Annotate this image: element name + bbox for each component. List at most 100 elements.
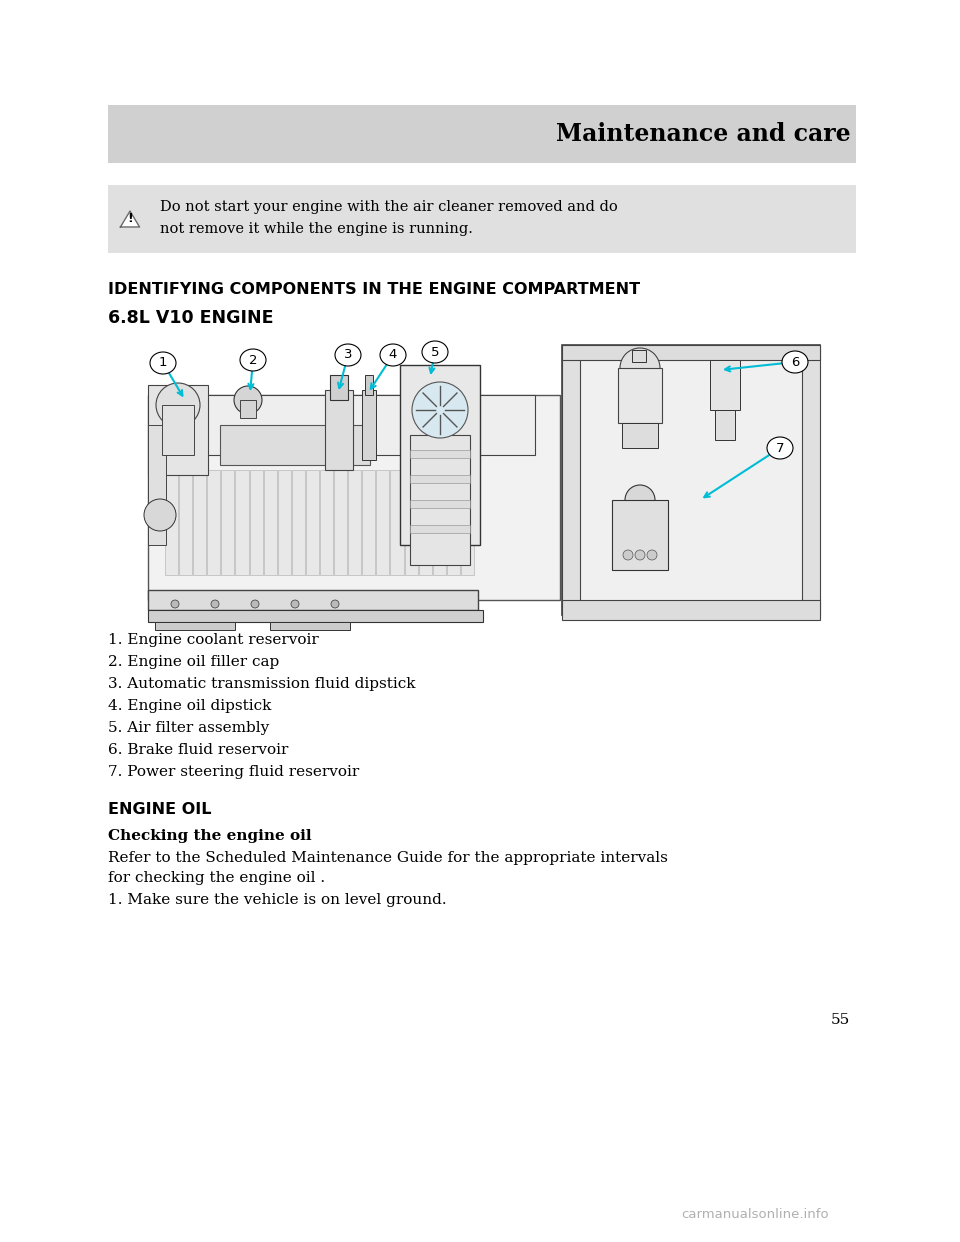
Bar: [306, 469, 319, 575]
Text: !: !: [127, 212, 132, 226]
Bar: [292, 469, 305, 575]
Circle shape: [211, 600, 219, 609]
Text: 7: 7: [776, 441, 784, 455]
Bar: [148, 395, 560, 600]
Bar: [108, 185, 856, 253]
Text: 1. Engine coolant reservoir: 1. Engine coolant reservoir: [108, 633, 319, 647]
Bar: [334, 469, 348, 575]
Bar: [222, 469, 234, 575]
Circle shape: [331, 600, 339, 609]
Ellipse shape: [380, 344, 406, 366]
Bar: [365, 375, 373, 395]
Text: ENGINE OIL: ENGINE OIL: [108, 802, 211, 817]
Bar: [410, 525, 470, 533]
Bar: [207, 469, 221, 575]
Bar: [612, 501, 668, 570]
Text: 3: 3: [344, 349, 352, 361]
Text: 3. Automatic transmission fluid dipstick: 3. Automatic transmission fluid dipstick: [108, 677, 416, 691]
Bar: [410, 474, 470, 483]
Circle shape: [620, 348, 660, 388]
Bar: [715, 410, 735, 440]
Bar: [391, 469, 403, 575]
Bar: [270, 622, 350, 630]
Bar: [362, 390, 376, 460]
Bar: [148, 385, 208, 474]
Bar: [320, 469, 333, 575]
Bar: [155, 622, 235, 630]
Ellipse shape: [422, 342, 448, 363]
Text: Do not start your engine with the air cleaner removed and do: Do not start your engine with the air cl…: [160, 200, 617, 214]
Bar: [250, 469, 263, 575]
Bar: [461, 469, 474, 575]
Bar: [404, 469, 418, 575]
Text: 6: 6: [791, 355, 799, 369]
Bar: [165, 469, 179, 575]
Text: 5. Air filter assembly: 5. Air filter assembly: [108, 722, 269, 735]
Circle shape: [156, 383, 200, 427]
Text: 2. Engine oil filler cap: 2. Engine oil filler cap: [108, 655, 279, 669]
Text: Maintenance and care: Maintenance and care: [557, 122, 851, 147]
Bar: [240, 400, 256, 419]
Bar: [562, 600, 820, 620]
Circle shape: [291, 600, 299, 609]
Bar: [155, 395, 535, 455]
Bar: [362, 469, 375, 575]
Text: Checking the engine oil: Checking the engine oil: [108, 828, 312, 843]
Text: 2: 2: [249, 354, 257, 366]
Text: 55: 55: [830, 1013, 850, 1027]
Ellipse shape: [767, 437, 793, 460]
Ellipse shape: [150, 351, 176, 374]
Bar: [562, 345, 580, 615]
Bar: [419, 469, 432, 575]
Bar: [348, 469, 361, 575]
Bar: [632, 350, 646, 361]
Text: 5: 5: [431, 345, 440, 359]
Bar: [622, 424, 658, 448]
Bar: [148, 610, 483, 622]
Bar: [710, 360, 740, 410]
Text: 4. Engine oil dipstick: 4. Engine oil dipstick: [108, 699, 272, 713]
Polygon shape: [120, 211, 139, 227]
Bar: [148, 425, 166, 545]
Bar: [410, 501, 470, 508]
Circle shape: [144, 499, 176, 532]
Circle shape: [635, 550, 645, 560]
Bar: [180, 469, 192, 575]
Text: 4: 4: [389, 349, 397, 361]
Bar: [330, 375, 348, 400]
Circle shape: [251, 600, 259, 609]
Ellipse shape: [782, 351, 808, 373]
Text: carmanualsonline.info: carmanualsonline.info: [682, 1208, 828, 1221]
Bar: [618, 368, 662, 424]
Bar: [325, 390, 353, 469]
Bar: [162, 405, 194, 455]
Bar: [410, 435, 470, 565]
Text: 6.8L V10 ENGINE: 6.8L V10 ENGINE: [108, 309, 274, 327]
Bar: [376, 469, 390, 575]
Text: 6. Brake fluid reservoir: 6. Brake fluid reservoir: [108, 743, 288, 758]
Bar: [235, 469, 249, 575]
Bar: [400, 365, 480, 545]
Bar: [410, 450, 470, 458]
Bar: [562, 345, 820, 360]
Bar: [562, 345, 820, 615]
Circle shape: [234, 386, 262, 414]
Text: Refer to the Scheduled Maintenance Guide for the appropriate intervals: Refer to the Scheduled Maintenance Guide…: [108, 851, 668, 864]
Ellipse shape: [335, 344, 361, 366]
Circle shape: [625, 484, 655, 515]
Circle shape: [171, 600, 179, 609]
Bar: [277, 469, 291, 575]
Bar: [193, 469, 206, 575]
Bar: [264, 469, 276, 575]
Bar: [148, 590, 478, 610]
Bar: [802, 345, 820, 615]
Bar: [433, 469, 445, 575]
Bar: [220, 425, 370, 465]
Text: not remove it while the engine is running.: not remove it while the engine is runnin…: [160, 222, 473, 236]
Text: 1: 1: [158, 356, 167, 370]
Circle shape: [647, 550, 657, 560]
Circle shape: [623, 550, 633, 560]
Bar: [446, 469, 460, 575]
Text: 1. Make sure the vehicle is on level ground.: 1. Make sure the vehicle is on level gro…: [108, 893, 446, 907]
Text: 7. Power steering fluid reservoir: 7. Power steering fluid reservoir: [108, 765, 359, 779]
